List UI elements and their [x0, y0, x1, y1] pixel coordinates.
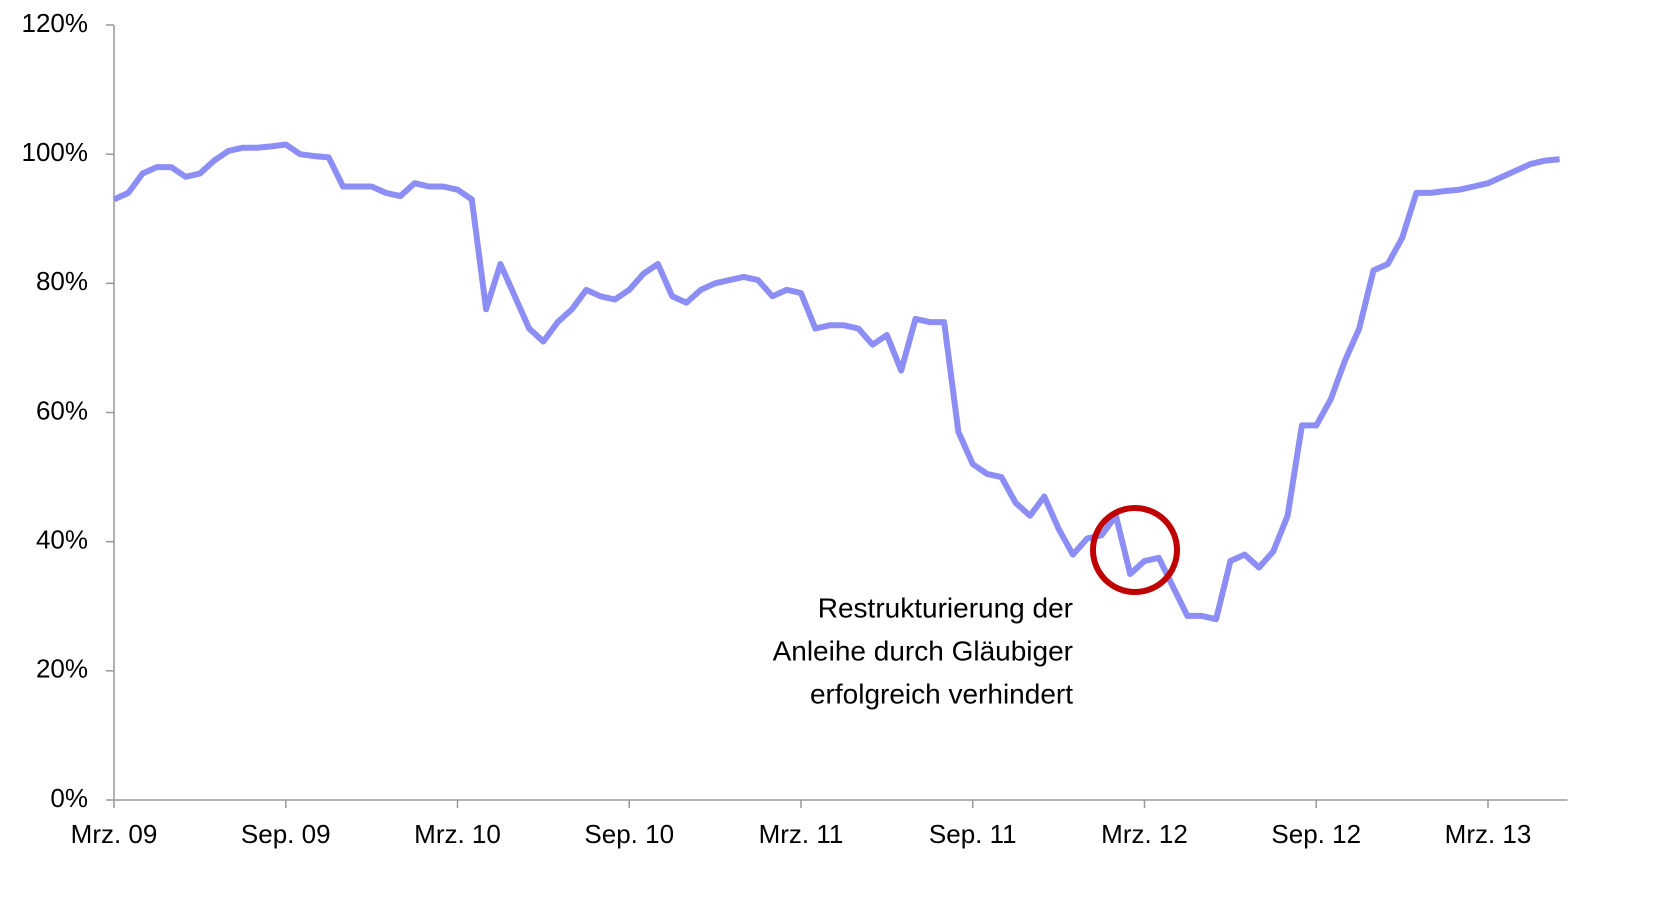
y-tick-label: 60% [36, 395, 88, 425]
x-tick-label: Mrz. 11 [759, 819, 844, 849]
annotation: erfolgreich verhindert [810, 678, 1073, 709]
x-tick-label: Mrz. 10 [414, 819, 501, 849]
y-tick-label: 0% [50, 783, 88, 813]
annotation: Restrukturierung der [818, 592, 1073, 623]
x-tick-label: Mrz. 13 [1445, 819, 1532, 849]
x-tick-label: Mrz. 12 [1101, 819, 1188, 849]
x-tick-label: Sep. 10 [584, 819, 674, 849]
x-tick-label: Sep. 11 [929, 819, 1017, 849]
y-tick-label: 100% [22, 137, 89, 167]
y-tick-label: 80% [36, 266, 88, 296]
data-line [112, 141, 1560, 623]
y-tick-label: 120% [22, 8, 89, 38]
x-tick-label: Sep. 09 [241, 819, 331, 849]
y-tick-label: 20% [36, 654, 88, 684]
highlight-circle [1090, 505, 1180, 595]
x-tick-label: Mrz. 09 [71, 819, 158, 849]
annotation: Anleihe durch Gläubiger [773, 635, 1073, 666]
y-tick-label: 40% [36, 525, 88, 555]
x-tick-label: Sep. 12 [1271, 819, 1361, 849]
